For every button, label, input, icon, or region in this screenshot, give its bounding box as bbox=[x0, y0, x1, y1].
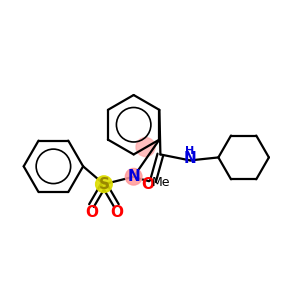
Circle shape bbox=[96, 176, 112, 193]
Text: O: O bbox=[85, 205, 98, 220]
Circle shape bbox=[125, 168, 142, 185]
Circle shape bbox=[136, 137, 155, 157]
Text: H: H bbox=[185, 146, 195, 156]
Text: O: O bbox=[110, 205, 123, 220]
Text: Me: Me bbox=[152, 176, 170, 189]
Text: N: N bbox=[127, 169, 140, 184]
Text: S: S bbox=[98, 177, 110, 192]
Text: O: O bbox=[141, 177, 154, 192]
Text: N: N bbox=[184, 151, 196, 166]
